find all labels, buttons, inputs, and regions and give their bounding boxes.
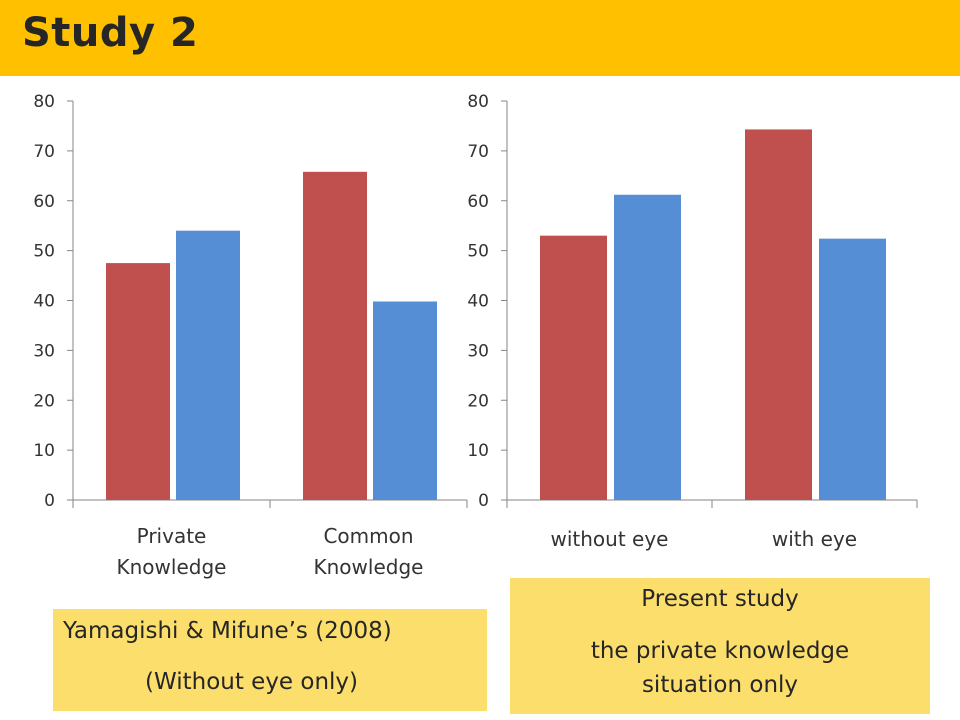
y-tick-label: 60 (467, 192, 489, 212)
bar-series1-1 (303, 171, 367, 500)
chart-yamagishi-mifune: 0 10 20 30 40 50 60 70 80 Private Knowledge Common K… (33, 92, 468, 579)
chart-present-study: 0 10 20 30 40 50 60 70 80 without eye with eye (467, 92, 918, 551)
y-tick-label: 60 (33, 192, 55, 212)
right-note-line1: Present study (641, 586, 799, 612)
left-note-line1: Yamagishi & Mifune’s (2008) (63, 618, 392, 644)
bar-series2-0 (176, 230, 240, 501)
y-tick-label: 20 (33, 391, 55, 411)
y-tick-label: 0 (478, 491, 489, 511)
right-note-line2: the private knowledge (590, 638, 850, 664)
right-note-box: Present study the private knowledge situ… (510, 578, 930, 714)
bar-series1-1 (745, 129, 812, 500)
y-tick-label: 10 (33, 441, 55, 461)
y-tick-label: 40 (33, 292, 55, 312)
bar-series2-0 (614, 194, 681, 500)
bar-series1-0 (106, 263, 170, 500)
bar-series2-1 (819, 238, 886, 500)
y-tick-label: 70 (467, 142, 489, 162)
y-tick-label: 80 (467, 92, 489, 112)
slide-title: Study 2 (22, 10, 199, 56)
right-note-line3: situation only (641, 672, 799, 698)
x-category-label: without eye (551, 527, 669, 551)
y-tick-label: 80 (33, 92, 55, 112)
x-category-label: Common (323, 524, 413, 548)
y-tick-label: 50 (33, 242, 55, 262)
y-tick-label: 30 (33, 341, 55, 361)
y-tick-label: 40 (467, 292, 489, 312)
left-note-box: Yamagishi & Mifune’s (2008) (Without eye… (53, 609, 487, 711)
y-tick-label: 0 (44, 491, 55, 511)
y-tick-label: 30 (467, 341, 489, 361)
y-tick-label: 20 (467, 391, 489, 411)
x-category-label: with eye (772, 527, 857, 551)
bar-series1-0 (540, 235, 607, 500)
x-category-label: Knowledge (314, 555, 424, 579)
y-tick-label: 70 (33, 142, 55, 162)
left-note-line2: (Without eye only) (145, 669, 359, 695)
bar-series2-1 (373, 301, 437, 500)
y-tick-label: 50 (467, 242, 489, 262)
x-category-label: Private (137, 524, 207, 548)
title-bar: Study 2 (0, 0, 960, 76)
y-tick-label: 10 (467, 441, 489, 461)
x-category-label: Knowledge (117, 555, 227, 579)
